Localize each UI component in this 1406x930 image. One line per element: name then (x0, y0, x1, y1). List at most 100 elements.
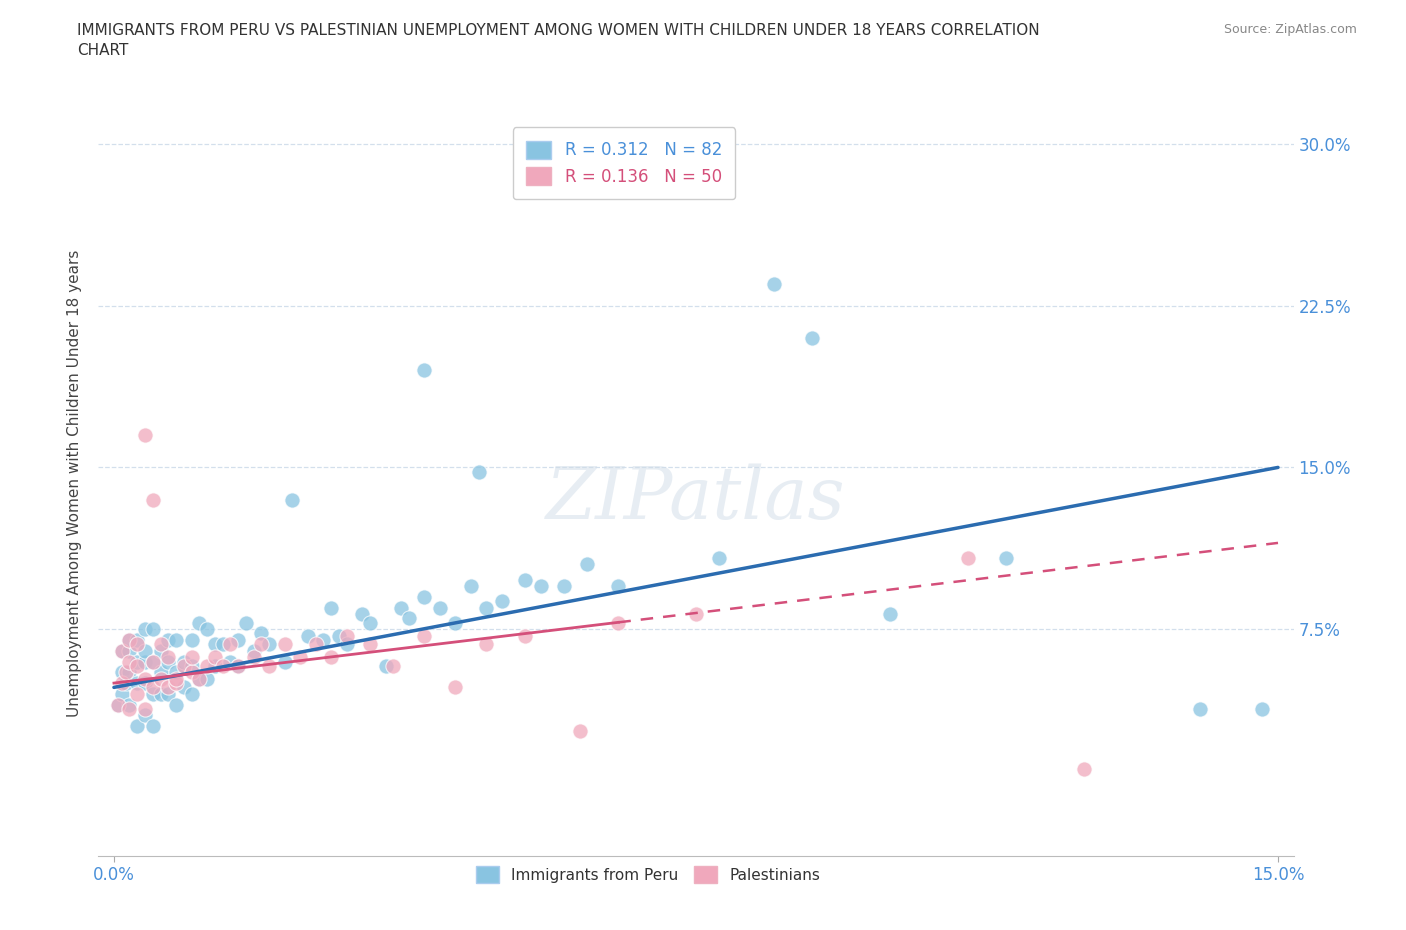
Point (142, 654, 165, 669)
Point (1189, 701, 1212, 716)
Point (226, 658, 249, 673)
Point (165, 675, 187, 690)
Point (142, 654, 165, 669)
Point (250, 637, 273, 652)
Point (173, 680, 195, 695)
Point (530, 578, 553, 593)
Point (305, 637, 328, 652)
Point (165, 665, 187, 680)
Point (685, 606, 707, 621)
Point (444, 680, 467, 695)
Point (149, 637, 172, 652)
Point (180, 686, 202, 701)
Point (211, 658, 233, 673)
Point (165, 698, 187, 712)
Point (188, 616, 211, 631)
Point (111, 675, 134, 690)
Point (211, 637, 233, 652)
Point (127, 637, 149, 652)
Point (118, 632, 141, 647)
Point (165, 632, 187, 647)
Point (149, 644, 172, 658)
Point (607, 616, 630, 631)
Point (134, 708, 156, 723)
Point (127, 658, 149, 673)
Point (242, 644, 264, 658)
Point (290, 650, 312, 665)
Point (134, 654, 156, 669)
Point (127, 632, 149, 647)
Point (142, 622, 165, 637)
Point (879, 606, 901, 621)
Point (127, 654, 149, 669)
Point (149, 686, 172, 701)
Point (188, 671, 211, 686)
Point (165, 671, 187, 686)
Point (257, 637, 280, 652)
Point (134, 644, 156, 658)
Point (134, 622, 156, 637)
Point (297, 628, 319, 643)
Point (142, 492, 165, 507)
Point (281, 492, 304, 507)
Point (491, 593, 513, 608)
Point (157, 650, 180, 665)
Point (180, 650, 202, 665)
Point (273, 637, 295, 652)
Point (204, 637, 226, 652)
Point (149, 671, 172, 686)
Point (142, 680, 165, 695)
Point (157, 686, 180, 701)
Point (336, 628, 359, 643)
Point (134, 675, 156, 690)
Point (762, 277, 785, 292)
Point (180, 665, 202, 680)
Point (134, 671, 156, 686)
Point (515, 628, 537, 643)
Point (389, 600, 412, 615)
Point (801, 330, 824, 345)
Point (956, 551, 979, 565)
Point (226, 632, 249, 647)
Point (195, 658, 218, 673)
Text: IMMIGRANTS FROM PERU VS PALESTINIAN UNEMPLOYMENT AMONG WOMEN WITH CHILDREN UNDER: IMMIGRANTS FROM PERU VS PALESTINIAN UNEM… (77, 23, 1040, 58)
Point (250, 626, 273, 641)
Point (219, 637, 242, 652)
Point (134, 701, 156, 716)
Point (180, 632, 202, 647)
Point (273, 654, 295, 669)
Point (553, 578, 575, 593)
Point (460, 578, 482, 593)
Point (226, 658, 249, 673)
Point (157, 654, 180, 669)
Point (127, 686, 149, 701)
Point (257, 658, 280, 673)
Point (157, 632, 180, 647)
Point (359, 637, 381, 652)
Point (515, 572, 537, 587)
Point (321, 600, 343, 615)
Point (118, 632, 141, 647)
Point (114, 665, 136, 680)
Y-axis label: Unemployment Among Women with Children Under 18 years: Unemployment Among Women with Children U… (67, 250, 83, 717)
Point (467, 464, 489, 479)
Point (312, 632, 335, 647)
Point (180, 658, 202, 673)
Point (149, 665, 172, 680)
Point (374, 658, 396, 673)
Point (359, 616, 381, 631)
Point (398, 611, 420, 626)
Point (321, 650, 343, 665)
Point (107, 698, 129, 712)
Point (127, 675, 149, 690)
Point (134, 428, 156, 443)
Point (352, 606, 374, 621)
Point (413, 590, 436, 604)
Point (204, 658, 226, 673)
Point (118, 654, 141, 669)
Point (195, 622, 218, 637)
Point (444, 616, 467, 631)
Point (111, 644, 134, 658)
Point (173, 658, 195, 673)
Point (242, 650, 264, 665)
